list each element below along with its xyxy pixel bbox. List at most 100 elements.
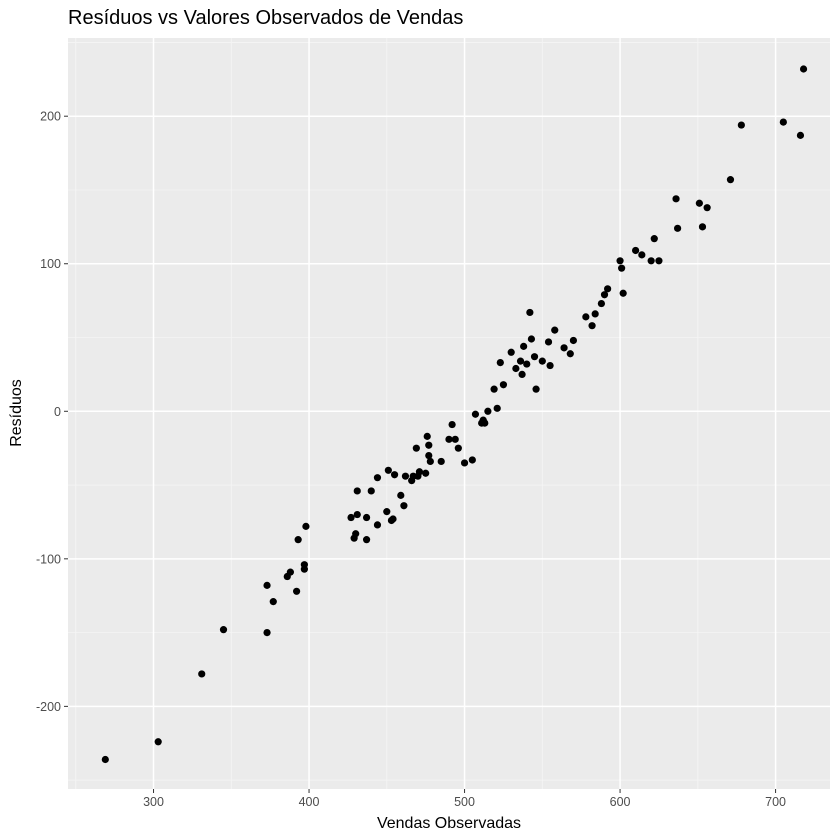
data-point <box>454 444 462 452</box>
data-point <box>499 381 508 389</box>
data-point <box>390 471 399 479</box>
data-point <box>353 487 361 495</box>
data-point <box>619 289 627 297</box>
data-point <box>672 195 680 203</box>
data-point <box>597 299 606 308</box>
data-point <box>373 474 382 482</box>
minor-gridlines <box>68 38 830 789</box>
y-tick-label: 0 <box>54 405 61 419</box>
y-tick-label: 200 <box>40 110 61 124</box>
data-point <box>560 344 568 352</box>
data-point <box>286 568 294 576</box>
data-point <box>415 468 424 476</box>
data-point <box>397 491 405 499</box>
data-point <box>496 358 504 367</box>
data-point <box>493 404 501 412</box>
x-axis-title: Vendas Observadas <box>377 815 521 832</box>
data-point <box>401 472 410 480</box>
data-point <box>425 451 433 460</box>
data-point <box>263 629 271 637</box>
data-point <box>362 513 371 522</box>
data-point <box>293 587 301 595</box>
x-tick-label: 700 <box>765 795 786 809</box>
data-point <box>422 469 430 477</box>
data-point <box>490 385 498 393</box>
data-point <box>698 223 707 231</box>
data-point <box>347 513 355 522</box>
data-points <box>101 65 808 764</box>
data-point <box>451 435 459 443</box>
data-point <box>618 264 626 272</box>
data-point <box>481 419 489 427</box>
data-point <box>269 598 277 606</box>
data-point <box>412 444 420 452</box>
data-point <box>101 755 109 764</box>
major-gridlines <box>68 38 830 789</box>
data-point <box>546 361 554 370</box>
plot-panel <box>68 38 830 789</box>
data-point <box>527 335 536 343</box>
data-point <box>426 457 434 466</box>
data-point <box>300 565 308 573</box>
data-point <box>484 407 492 415</box>
data-point <box>674 224 682 232</box>
data-point <box>198 670 206 678</box>
x-tick-label: 500 <box>454 795 475 809</box>
data-point <box>726 176 735 184</box>
data-point <box>604 285 612 293</box>
data-point <box>526 308 534 317</box>
data-point <box>737 121 745 129</box>
data-point <box>383 508 391 516</box>
data-point <box>566 350 574 358</box>
data-point <box>425 441 433 449</box>
data-point <box>591 310 599 318</box>
data-point <box>302 522 310 530</box>
data-point <box>799 65 808 73</box>
x-tick-label: 600 <box>610 795 631 809</box>
y-axis-ticks: -200 -100 0 100 200 <box>36 110 68 714</box>
data-point <box>373 521 382 529</box>
y-axis-title: Resíduos <box>8 379 25 447</box>
data-point <box>516 357 525 365</box>
data-point <box>796 131 805 139</box>
y-tick-label: -100 <box>36 552 61 566</box>
data-point <box>400 502 408 510</box>
data-point <box>518 370 526 379</box>
data-point <box>263 581 271 589</box>
chart-title: Resíduos vs Valores Observados de Vendas <box>68 7 463 29</box>
data-point <box>384 466 392 474</box>
data-point <box>367 487 375 495</box>
data-point <box>353 510 361 519</box>
data-point <box>507 348 515 356</box>
data-point <box>352 530 360 538</box>
data-point <box>695 199 703 207</box>
data-point <box>551 326 559 334</box>
data-point <box>703 204 711 212</box>
data-point <box>471 410 480 418</box>
data-point <box>530 353 539 361</box>
x-tick-label: 300 <box>143 795 164 809</box>
data-point <box>632 246 640 255</box>
data-point <box>569 336 578 345</box>
x-axis-ticks: 300 400 500 600 700 <box>143 789 786 809</box>
data-point <box>532 385 540 393</box>
data-point <box>154 738 162 746</box>
data-point <box>544 338 553 346</box>
data-point <box>389 515 397 523</box>
data-point <box>362 536 371 544</box>
data-point <box>647 257 655 265</box>
data-point <box>655 257 663 265</box>
data-point <box>523 360 531 368</box>
data-point <box>219 626 228 634</box>
data-point <box>512 364 520 373</box>
data-point <box>294 536 302 544</box>
data-point <box>445 435 453 443</box>
y-tick-label: -200 <box>36 700 61 714</box>
data-point <box>423 432 431 440</box>
data-point <box>460 459 469 467</box>
data-point <box>437 457 445 466</box>
data-point <box>600 291 609 299</box>
data-point <box>638 251 646 259</box>
data-point <box>520 342 528 350</box>
